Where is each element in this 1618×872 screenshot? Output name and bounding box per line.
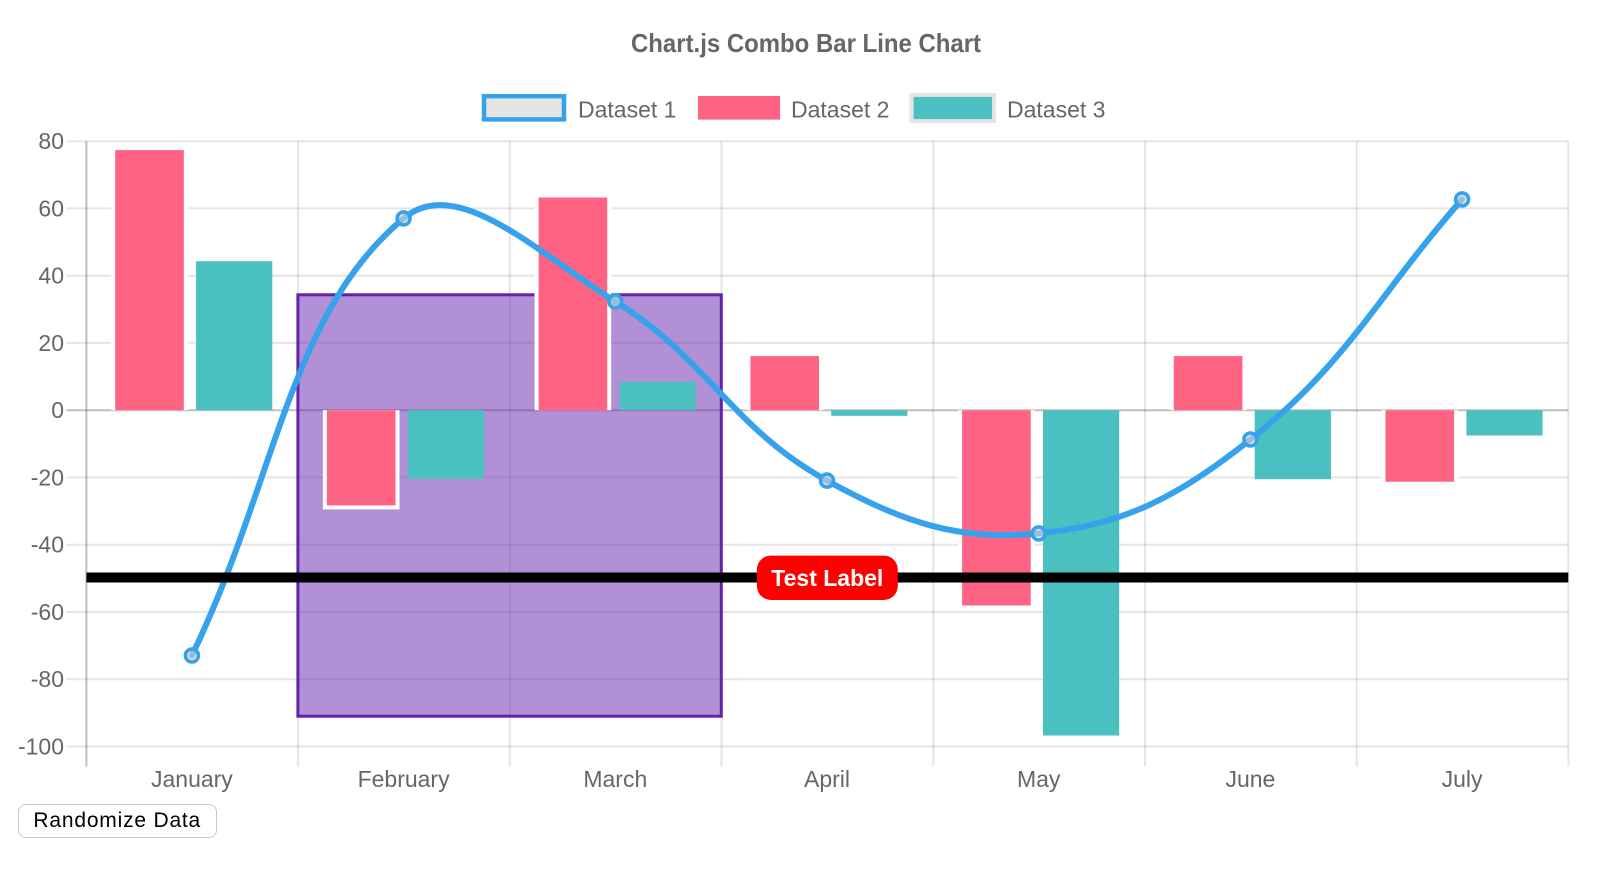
svg-text:80: 80 — [38, 128, 64, 154]
svg-text:Dataset 3: Dataset 3 — [1007, 97, 1105, 123]
svg-text:40: 40 — [38, 263, 64, 289]
svg-text:June: June — [1225, 766, 1275, 792]
svg-text:Dataset 1: Dataset 1 — [578, 97, 676, 123]
svg-text:May: May — [1017, 766, 1061, 792]
svg-text:0: 0 — [51, 397, 64, 423]
svg-text:-40: -40 — [31, 532, 64, 558]
svg-text:-60: -60 — [31, 599, 64, 625]
svg-text:Dataset 2: Dataset 2 — [791, 97, 889, 123]
svg-text:Chart.js Combo Bar Line Chart: Chart.js Combo Bar Line Chart — [631, 28, 981, 58]
svg-text:January: January — [151, 766, 233, 792]
svg-text:July: July — [1442, 766, 1483, 792]
svg-text:March: March — [583, 766, 647, 792]
svg-text:-100: -100 — [18, 734, 64, 760]
svg-text:20: 20 — [38, 330, 64, 356]
svg-text:Test Label: Test Label — [771, 565, 883, 591]
svg-text:-20: -20 — [31, 464, 64, 490]
svg-text:February: February — [358, 766, 451, 792]
svg-text:60: 60 — [38, 195, 64, 221]
svg-text:April: April — [804, 766, 850, 792]
svg-text:-80: -80 — [31, 666, 64, 692]
